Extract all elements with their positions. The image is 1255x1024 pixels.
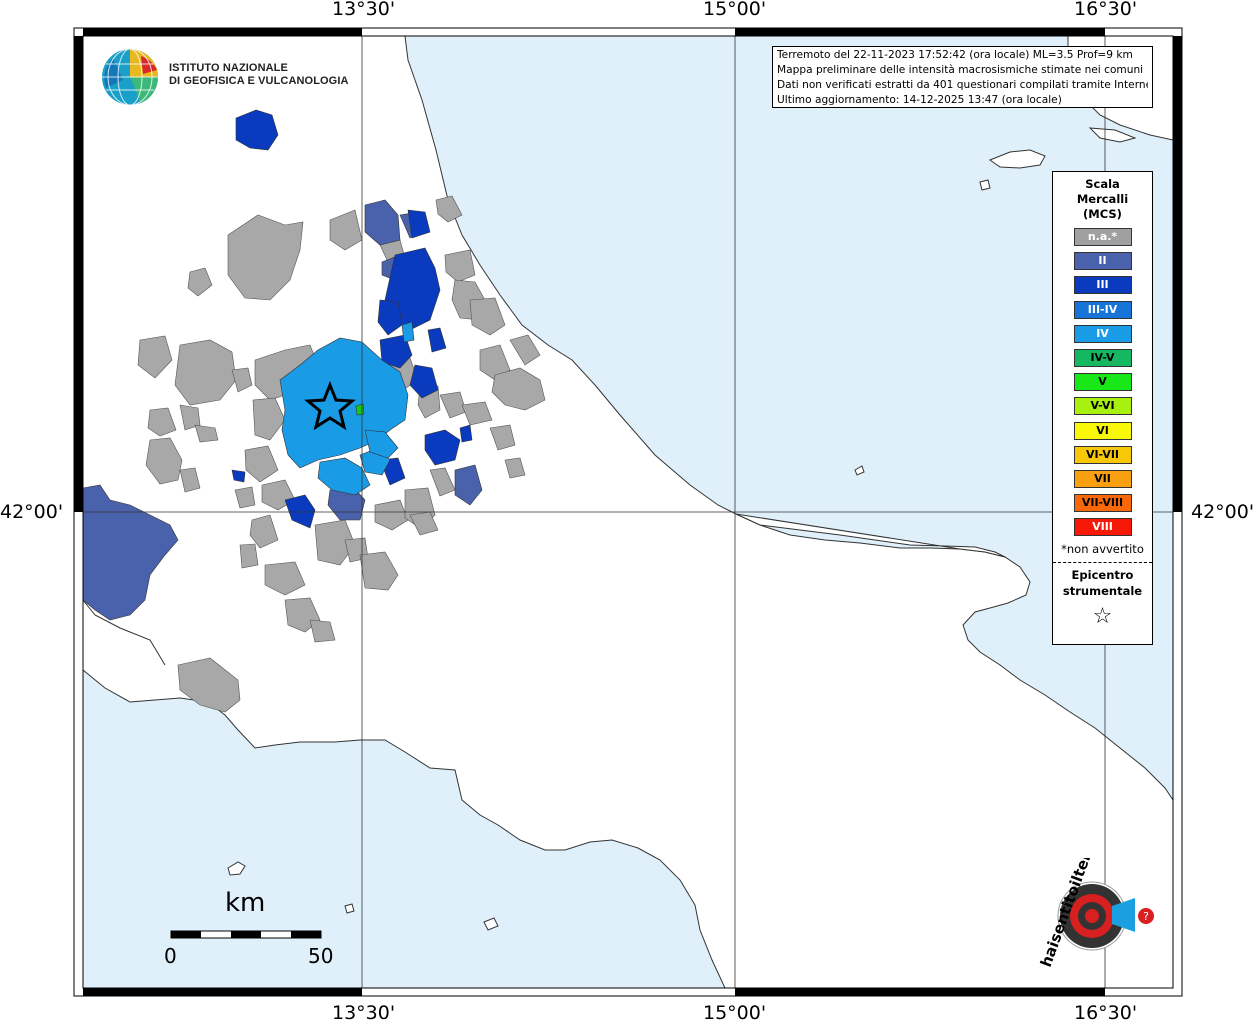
event-info-line-2: Mappa preliminare delle intensità macros… xyxy=(777,64,1144,76)
legend-item: III xyxy=(1073,276,1132,295)
island xyxy=(979,179,991,191)
legend-item: III-IV xyxy=(1073,300,1132,319)
lon-label-top-1: 13°30' xyxy=(332,0,396,20)
map-frame xyxy=(73,27,1183,997)
legend-title-line1: Scala xyxy=(1085,177,1120,191)
gargano xyxy=(735,513,1006,558)
legend-item: n.a.* xyxy=(1073,228,1132,246)
ingv-name: ISTITUTO NAZIONALE DI GEOFISICA E VULCAN… xyxy=(169,62,349,88)
epicenter-star xyxy=(304,380,356,431)
lat-label-left: 42°00' xyxy=(0,501,64,523)
island xyxy=(988,149,1046,169)
legend-star-icon: ☆ xyxy=(1092,604,1113,630)
legend-item: V-VI xyxy=(1073,397,1132,416)
island xyxy=(344,903,355,914)
event-info-line-1: Terremoto del 22-11-2023 17:52:42 (ora l… xyxy=(777,49,1133,61)
legend-separator xyxy=(1053,562,1152,564)
lon-label-bottom-2: 15°00' xyxy=(703,1002,767,1024)
scale-min: 0 xyxy=(164,944,177,968)
event-info-line-3: Dati non verificati estratti da 401 ques… xyxy=(777,79,1148,91)
legend-title: Scala Mercalli (MCS) xyxy=(1053,177,1152,222)
legend-epicenter-label: Epicentro strumentale xyxy=(1053,567,1152,599)
event-info-box: Terremoto del 22-11-2023 17:52:42 (ora l… xyxy=(772,46,1153,108)
legend-item: IV-V xyxy=(1073,348,1132,367)
legend-item: II xyxy=(1073,252,1132,271)
island xyxy=(483,917,499,931)
legend-note: *non avvertito xyxy=(1061,542,1144,557)
ingv-globe-icon xyxy=(102,48,159,106)
legend-epicenter-line1: Epicentro xyxy=(1071,568,1134,583)
legend-item: VII-VIII xyxy=(1073,494,1132,513)
municipalities-IV xyxy=(279,321,415,496)
legend-title-line2: Mercalli xyxy=(1076,192,1129,206)
legend-items: n.a.* II III III-IV IV IV-V V V-VI VI VI-VII VII VI… xyxy=(1053,228,1152,537)
legend-item: VII xyxy=(1073,469,1132,488)
legend-item: VI xyxy=(1073,421,1132,440)
municipality-V xyxy=(355,403,365,416)
scale-max: 50 xyxy=(308,944,334,968)
lon-label-bottom-1: 13°30' xyxy=(332,1002,396,1024)
svg-text:?: ? xyxy=(1143,910,1149,923)
event-info-line-4: Ultimo aggiornamento: 14-12-2025 13:47 (… xyxy=(777,94,1062,106)
legend-item: V xyxy=(1073,373,1132,392)
intensity-legend: Scala Mercalli (MCS) n.a.* II III III-IV IV I… xyxy=(1052,171,1153,645)
legend-item: VI-VII xyxy=(1073,445,1132,464)
lat-label-right: 42°00' xyxy=(1191,501,1255,523)
scale-bar xyxy=(170,930,322,939)
island xyxy=(227,861,246,876)
legend-title-line3: (MCS) xyxy=(1083,207,1122,221)
tremiti-islands xyxy=(854,465,865,476)
ingv-name-line1: ISTITUTO NAZIONALE xyxy=(169,62,288,74)
haisentito-logo-icon: ? haisentitoilterremoto.it xyxy=(1037,858,1154,969)
lon-label-top-3: 16°30' xyxy=(1074,0,1138,20)
scale-unit: km xyxy=(225,888,266,918)
lon-label-top-2: 15°00' xyxy=(703,0,767,20)
lon-label-bottom-3: 16°30' xyxy=(1074,1002,1138,1024)
legend-item: IV xyxy=(1073,324,1132,343)
legend-item: VIII xyxy=(1073,518,1132,537)
island xyxy=(1088,127,1137,143)
tyrrhenian-coast xyxy=(82,599,166,666)
legend-epicenter-line2: strumentale xyxy=(1062,584,1143,599)
municipalities-na xyxy=(137,195,546,713)
ingv-name-line2: DI GEOFISICA E VULCANOLOGIA xyxy=(169,75,349,87)
